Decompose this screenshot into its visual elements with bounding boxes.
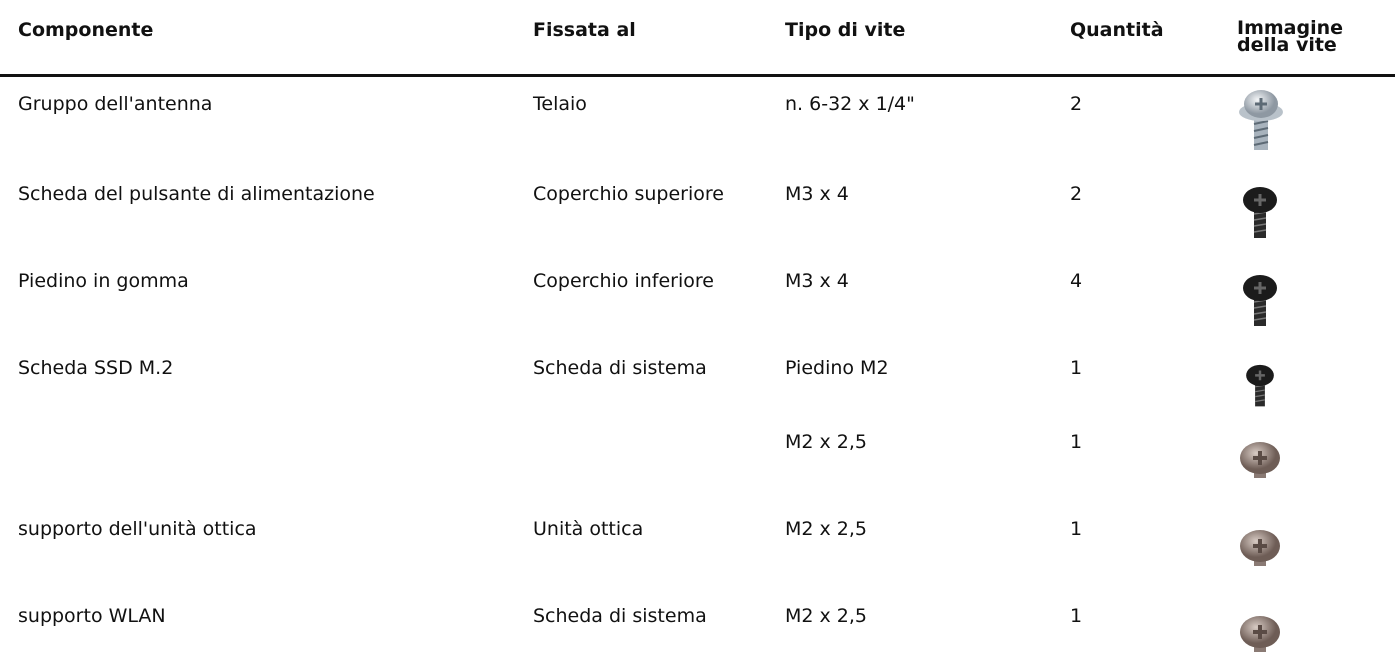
screw-image — [1240, 186, 1280, 240]
fixed-to-cell: Scheda di sistema — [533, 605, 707, 627]
quantity-cell: 1 — [1070, 605, 1083, 627]
screw-type-cell: n. 6-32 x 1/4" — [785, 93, 915, 115]
column-header: Tipo di vite — [785, 19, 906, 41]
fixed-to-cell: Coperchio superiore — [533, 183, 724, 205]
quantity-cell: 1 — [1070, 431, 1083, 453]
column-header: Componente — [18, 19, 154, 41]
screw-image — [1236, 86, 1286, 156]
quantity-cell: 1 — [1070, 518, 1083, 540]
component-cell: Piedino in gomma — [18, 270, 189, 292]
fixed-to-cell: Telaio — [533, 93, 587, 115]
screw-type-cell: M3 x 4 — [785, 270, 849, 292]
screw-type-cell: M2 x 2,5 — [785, 605, 868, 627]
component-cell: Scheda del pulsante di alimentazione — [18, 183, 375, 205]
header-rule — [0, 74, 1395, 77]
screw-image — [1240, 274, 1280, 328]
screw-image — [1242, 364, 1278, 408]
screw-type-cell: Piedino M2 — [785, 357, 889, 379]
quantity-cell: 1 — [1070, 357, 1083, 379]
component-cell: supporto dell'unità ottica — [18, 518, 257, 540]
screw-image — [1238, 528, 1282, 568]
component-cell: supporto WLAN — [18, 605, 166, 627]
component-cell: Gruppo dell'antenna — [18, 93, 213, 115]
quantity-cell: 4 — [1070, 270, 1083, 292]
fixed-to-cell: Scheda di sistema — [533, 357, 707, 379]
screw-type-cell: M3 x 4 — [785, 183, 849, 205]
screw-image — [1238, 614, 1282, 654]
column-header: Fissata al — [533, 19, 636, 41]
screw-image — [1238, 440, 1282, 480]
column-header: Quantità — [1070, 19, 1164, 41]
screw-type-cell: M2 x 2,5 — [785, 431, 868, 453]
quantity-cell: 2 — [1070, 93, 1083, 115]
screw-type-cell: M2 x 2,5 — [785, 518, 868, 540]
column-header: Immagine della vite — [1237, 17, 1344, 56]
component-cell: Scheda SSD M.2 — [18, 357, 174, 379]
quantity-cell: 2 — [1070, 183, 1083, 205]
fixed-to-cell: Unità ottica — [533, 518, 644, 540]
fixed-to-cell: Coperchio inferiore — [533, 270, 714, 292]
